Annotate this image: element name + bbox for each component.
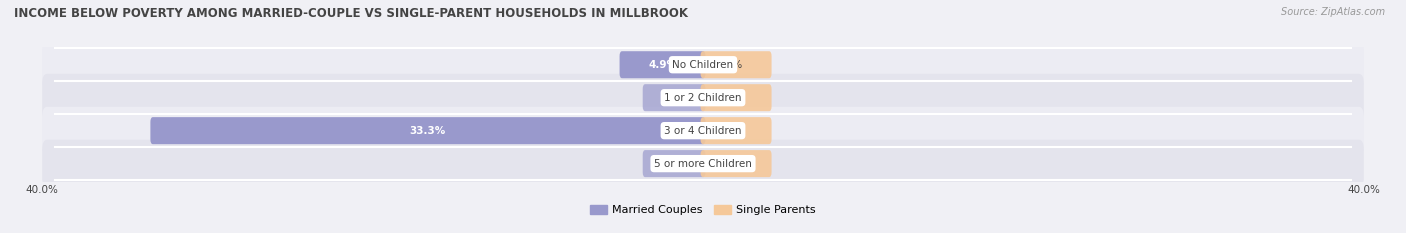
Text: 4.9%: 4.9%	[648, 60, 678, 70]
FancyBboxPatch shape	[700, 117, 772, 144]
Text: 0.0%: 0.0%	[664, 93, 690, 103]
FancyBboxPatch shape	[150, 117, 706, 144]
Text: 5 or more Children: 5 or more Children	[654, 159, 752, 169]
FancyBboxPatch shape	[643, 150, 706, 177]
Text: 3 or 4 Children: 3 or 4 Children	[664, 126, 742, 136]
Text: 0.0%: 0.0%	[716, 93, 742, 103]
FancyBboxPatch shape	[42, 41, 1364, 89]
Text: INCOME BELOW POVERTY AMONG MARRIED-COUPLE VS SINGLE-PARENT HOUSEHOLDS IN MILLBRO: INCOME BELOW POVERTY AMONG MARRIED-COUPL…	[14, 7, 688, 20]
Text: 0.0%: 0.0%	[664, 159, 690, 169]
FancyBboxPatch shape	[700, 51, 772, 78]
FancyBboxPatch shape	[42, 74, 1364, 122]
FancyBboxPatch shape	[700, 84, 772, 111]
FancyBboxPatch shape	[42, 140, 1364, 188]
Legend: Married Couples, Single Parents: Married Couples, Single Parents	[586, 200, 820, 219]
Text: Source: ZipAtlas.com: Source: ZipAtlas.com	[1281, 7, 1385, 17]
Text: 0.0%: 0.0%	[716, 60, 742, 70]
FancyBboxPatch shape	[620, 51, 706, 78]
Text: 1 or 2 Children: 1 or 2 Children	[664, 93, 742, 103]
FancyBboxPatch shape	[700, 150, 772, 177]
Text: 33.3%: 33.3%	[409, 126, 446, 136]
FancyBboxPatch shape	[42, 107, 1364, 154]
Text: No Children: No Children	[672, 60, 734, 70]
FancyBboxPatch shape	[643, 84, 706, 111]
Text: 0.0%: 0.0%	[716, 159, 742, 169]
Text: 0.0%: 0.0%	[716, 126, 742, 136]
